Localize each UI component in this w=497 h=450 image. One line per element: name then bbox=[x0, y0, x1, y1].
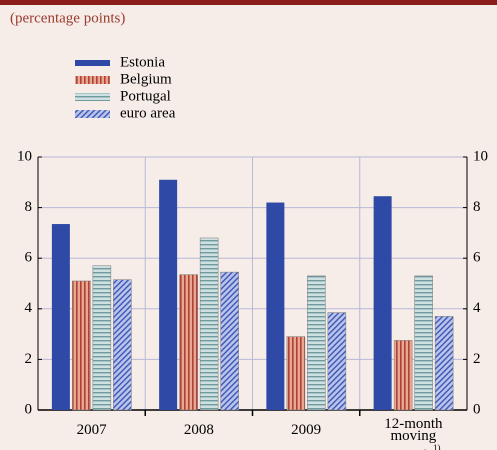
category-text: 2007 bbox=[76, 422, 107, 438]
bar bbox=[51, 224, 70, 410]
bar bbox=[92, 265, 112, 411]
y2-tick-label: 4 bbox=[473, 300, 481, 316]
y-tick-label: 4 bbox=[25, 300, 33, 316]
legend-label: euro area bbox=[120, 105, 176, 121]
y2-tick-label: 6 bbox=[473, 250, 481, 266]
legend-swatch bbox=[75, 60, 110, 66]
bar bbox=[179, 274, 198, 411]
bar bbox=[159, 179, 178, 410]
footnote-marker: 1) bbox=[432, 443, 441, 450]
bar bbox=[113, 279, 132, 411]
legend-swatch bbox=[75, 76, 110, 84]
bar bbox=[199, 237, 219, 411]
y2-tick-label: 2 bbox=[473, 351, 481, 367]
legend-label: Estonia bbox=[120, 54, 165, 70]
y-tick-label: 0 bbox=[25, 401, 33, 417]
y2-tick-label: 10 bbox=[473, 148, 488, 164]
y2-tick-label: 8 bbox=[473, 199, 481, 215]
x-tick-label: 2007 bbox=[46, 422, 137, 438]
bar bbox=[220, 271, 239, 411]
chart-subtitle: (percentage points) bbox=[10, 10, 125, 26]
x-tick-label: 2009 bbox=[261, 422, 352, 438]
bar bbox=[393, 340, 413, 411]
bar bbox=[286, 336, 306, 411]
category-text: 2008 bbox=[183, 422, 214, 438]
bar bbox=[373, 196, 392, 410]
y-tick-label: 6 bbox=[25, 250, 33, 266]
x-tick-label: 2008 bbox=[153, 422, 244, 438]
y-tick-label: 2 bbox=[25, 351, 33, 367]
category-text: 2009 bbox=[291, 422, 322, 438]
bar bbox=[72, 280, 91, 411]
legend-swatch bbox=[75, 110, 110, 118]
y2-tick-label: 0 bbox=[473, 401, 481, 417]
top-bar bbox=[0, 0, 497, 5]
bar bbox=[434, 316, 454, 411]
bar bbox=[327, 312, 347, 411]
bar bbox=[414, 275, 433, 411]
y-tick-label: 10 bbox=[17, 148, 32, 164]
y-tick-label: 8 bbox=[25, 199, 33, 215]
legend-label: Portugal bbox=[120, 88, 171, 104]
legend-label: Belgium bbox=[120, 71, 172, 87]
bar bbox=[266, 202, 285, 410]
x-tick-label: 12-month moving average1) bbox=[368, 416, 459, 450]
bar bbox=[307, 275, 326, 411]
category-text: 12-month moving average bbox=[384, 416, 443, 450]
legend-swatch bbox=[75, 93, 110, 101]
